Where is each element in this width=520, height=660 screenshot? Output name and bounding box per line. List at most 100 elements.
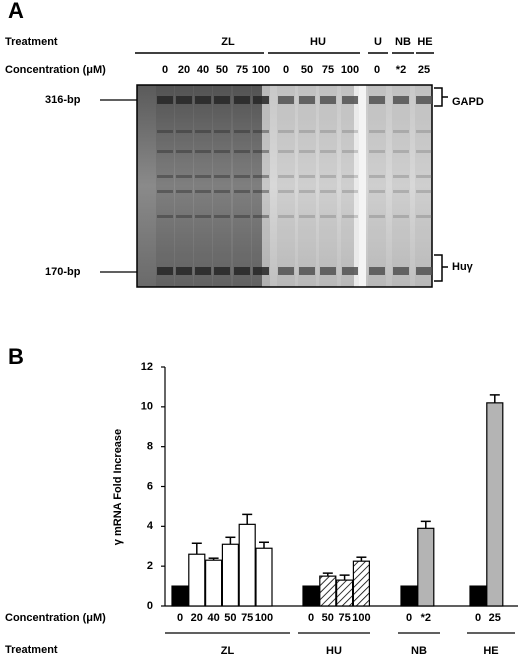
faint-band [234,215,250,218]
faint-band [320,190,336,193]
faint-band [234,190,250,193]
faint-band [253,150,269,153]
lane [341,85,359,287]
group-label: HU [310,36,326,48]
bar [221,543,239,607]
faint-band [253,175,269,178]
x-tick-label: 25 [489,612,501,624]
faint-band [393,190,409,193]
faint-band [369,215,385,218]
faint-band [299,150,315,153]
faint-band [234,175,250,178]
band [157,96,173,104]
faint-band [393,215,409,218]
lane-label: 75 [236,64,248,76]
bar [486,402,504,607]
faint-band [342,190,358,193]
faint-band [369,175,385,178]
bar [417,527,435,607]
y-tick-label: 8 [147,441,153,453]
band [234,267,250,275]
band [253,267,269,275]
lane [156,85,174,287]
faint-band [253,130,269,133]
bar [400,585,418,607]
y-tick-label: 10 [141,401,153,413]
faint-band [393,150,409,153]
band [234,96,250,104]
band [157,267,173,275]
marker-label: 316-bp [45,94,81,106]
band [369,96,385,104]
faint-band [278,190,294,193]
faint-band [369,190,385,193]
x-tick-label: 0 [475,612,481,624]
faint-band [278,130,294,133]
concentration-label: Concentration (μM) [5,64,106,76]
faint-band [195,190,211,193]
faint-band [369,130,385,133]
lane-label: 100 [341,64,359,76]
group-label: ZL [221,645,235,655]
faint-band [234,130,250,133]
lane [277,85,295,287]
faint-band [157,215,173,218]
lane [298,85,316,287]
band [320,267,336,275]
lane [233,85,251,287]
lane-label: 100 [252,64,270,76]
faint-band [299,175,315,178]
faint-band [214,215,230,218]
group-label: U [374,36,382,48]
x-tick-label: 50 [322,612,334,624]
concentration-label: Concentration (μM) [5,612,106,624]
y-tick-label: 12 [141,361,153,373]
y-tick-label: 2 [147,560,153,572]
lane-label: 50 [216,64,228,76]
lane [368,85,386,287]
band [195,96,211,104]
lane [415,85,433,287]
x-tick-label: *2 [421,612,431,624]
x-tick-label: 50 [224,612,236,624]
faint-band [342,130,358,133]
lane-label: *2 [396,64,406,76]
band [393,96,409,104]
faint-band [416,150,432,153]
panel-label: B [8,344,24,369]
x-tick-label: 75 [241,612,253,624]
y-tick-label: 4 [147,520,154,532]
faint-band [214,190,230,193]
lane-label: 20 [178,64,190,76]
group-label: HE [483,645,498,655]
treatment-label: Treatment [5,36,58,48]
lane [175,85,193,287]
lane [392,85,410,287]
panel-label: A [8,0,24,23]
faint-band [195,215,211,218]
faint-band [157,190,173,193]
lane-label: 0 [162,64,168,76]
faint-band [393,130,409,133]
bar [469,585,487,607]
band [195,267,211,275]
faint-band [176,175,192,178]
band [320,96,336,104]
faint-band [299,190,315,193]
bar [302,585,320,607]
faint-band [416,175,432,178]
x-tick-label: 0 [177,612,183,624]
faint-band [214,130,230,133]
band [299,267,315,275]
x-tick-label: 40 [207,612,219,624]
band [416,267,432,275]
y-tick-label: 6 [147,480,153,492]
y-axis-label: γ mRNA Fold Increase [112,429,124,545]
band [214,267,230,275]
faint-band [157,175,173,178]
band [278,267,294,275]
lane [319,85,337,287]
x-tick-label: 20 [191,612,203,624]
marker-label: 170-bp [45,266,81,278]
faint-band [320,215,336,218]
